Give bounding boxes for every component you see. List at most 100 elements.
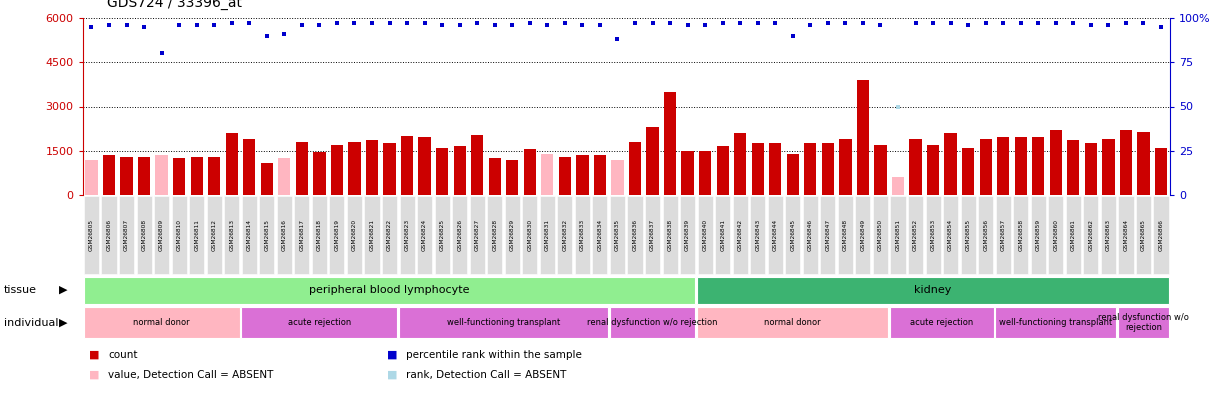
Text: GSM26864: GSM26864 <box>1124 219 1128 251</box>
Bar <box>558 157 572 195</box>
Bar <box>945 133 957 195</box>
Bar <box>524 149 536 195</box>
Text: GSM26822: GSM26822 <box>387 219 392 251</box>
Text: GSM26849: GSM26849 <box>861 219 866 251</box>
Text: GSM26816: GSM26816 <box>282 219 287 251</box>
Text: count: count <box>108 350 137 360</box>
Bar <box>471 134 483 195</box>
Text: GSM26831: GSM26831 <box>545 219 550 251</box>
Text: GSM26842: GSM26842 <box>738 219 743 251</box>
Bar <box>787 154 799 195</box>
Text: GSM26814: GSM26814 <box>247 219 252 251</box>
Text: GSM26829: GSM26829 <box>510 219 514 251</box>
FancyBboxPatch shape <box>609 307 696 338</box>
Text: GSM26866: GSM26866 <box>1159 219 1164 251</box>
Text: GSM26844: GSM26844 <box>773 219 778 251</box>
Bar <box>366 141 378 195</box>
Text: peripheral blood lymphocyte: peripheral blood lymphocyte <box>309 285 469 295</box>
Bar <box>173 158 185 195</box>
Text: GSM26852: GSM26852 <box>913 219 918 251</box>
Text: GSM26848: GSM26848 <box>843 219 848 251</box>
Text: GSM26835: GSM26835 <box>615 219 620 251</box>
Bar <box>593 155 606 195</box>
Bar <box>927 145 939 195</box>
Bar <box>454 146 466 195</box>
Text: GSM26828: GSM26828 <box>492 219 497 251</box>
FancyBboxPatch shape <box>890 307 993 338</box>
FancyBboxPatch shape <box>697 307 889 338</box>
Bar <box>612 160 624 195</box>
Text: GSM26862: GSM26862 <box>1088 219 1093 251</box>
Text: GSM26834: GSM26834 <box>597 219 602 251</box>
Bar <box>348 142 361 195</box>
Bar <box>295 142 308 195</box>
Bar <box>1120 130 1132 195</box>
Text: GSM26837: GSM26837 <box>651 219 655 251</box>
Bar <box>681 151 694 195</box>
Text: GSM26819: GSM26819 <box>334 219 339 251</box>
Bar <box>103 155 116 195</box>
Bar <box>1068 141 1080 195</box>
Text: GSM26832: GSM26832 <box>562 219 568 251</box>
Bar <box>751 143 764 195</box>
Bar <box>437 148 449 195</box>
Text: GSM26827: GSM26827 <box>474 219 479 251</box>
Text: percentile rank within the sample: percentile rank within the sample <box>406 350 582 360</box>
Text: GSM26851: GSM26851 <box>895 219 901 251</box>
Bar <box>401 136 413 195</box>
Text: GSM26853: GSM26853 <box>930 219 935 251</box>
Text: GSM26838: GSM26838 <box>668 219 672 251</box>
Bar <box>418 137 430 195</box>
Bar <box>910 139 922 195</box>
Text: GSM26863: GSM26863 <box>1105 219 1111 251</box>
FancyBboxPatch shape <box>399 307 608 338</box>
Bar <box>664 92 676 195</box>
Bar <box>874 145 886 195</box>
Bar <box>716 146 728 195</box>
Bar <box>839 139 851 195</box>
Text: GSM26836: GSM26836 <box>632 219 637 251</box>
Text: GDS724 / 33396_at: GDS724 / 33396_at <box>107 0 242 10</box>
Text: GSM26818: GSM26818 <box>317 219 322 251</box>
Bar <box>962 148 974 195</box>
Text: GSM26856: GSM26856 <box>984 219 989 251</box>
Text: GSM26854: GSM26854 <box>948 219 953 251</box>
Text: GSM26839: GSM26839 <box>685 219 691 251</box>
Bar <box>629 142 641 195</box>
Text: GSM26807: GSM26807 <box>124 219 129 251</box>
Text: GSM26840: GSM26840 <box>703 219 708 251</box>
Bar <box>1155 148 1167 195</box>
Text: renal dysfunction w/o rejection: renal dysfunction w/o rejection <box>587 318 717 327</box>
Text: GSM26841: GSM26841 <box>720 219 725 251</box>
Text: GSM26865: GSM26865 <box>1141 219 1145 251</box>
Bar <box>997 137 1009 195</box>
Bar <box>208 157 220 195</box>
Text: ▶: ▶ <box>60 318 67 328</box>
Text: well-functioning transplant: well-functioning transplant <box>446 318 561 327</box>
Text: ■: ■ <box>387 370 398 380</box>
Text: GSM26820: GSM26820 <box>351 219 358 251</box>
Text: GSM26806: GSM26806 <box>107 219 112 251</box>
Text: normal donor: normal donor <box>134 318 190 327</box>
Text: GSM26810: GSM26810 <box>176 219 181 251</box>
Bar <box>699 151 711 195</box>
FancyBboxPatch shape <box>996 307 1116 338</box>
Bar <box>489 158 501 195</box>
Bar <box>120 157 133 195</box>
Text: GSM26811: GSM26811 <box>195 219 199 251</box>
Bar <box>85 160 97 195</box>
Text: ■: ■ <box>387 350 398 360</box>
Text: GSM26825: GSM26825 <box>440 219 445 251</box>
Text: GSM26861: GSM26861 <box>1071 219 1076 251</box>
Bar <box>647 127 659 195</box>
Text: GSM26860: GSM26860 <box>1053 219 1058 251</box>
Text: ■: ■ <box>89 350 100 360</box>
Text: rank, Detection Call = ABSENT: rank, Detection Call = ABSENT <box>406 370 567 380</box>
Bar <box>576 155 589 195</box>
Text: GSM26823: GSM26823 <box>405 219 410 251</box>
Text: acute rejection: acute rejection <box>911 318 974 327</box>
Text: tissue: tissue <box>4 285 36 295</box>
Bar <box>191 157 203 195</box>
Bar <box>1102 139 1115 195</box>
Text: GSM26809: GSM26809 <box>159 219 164 251</box>
